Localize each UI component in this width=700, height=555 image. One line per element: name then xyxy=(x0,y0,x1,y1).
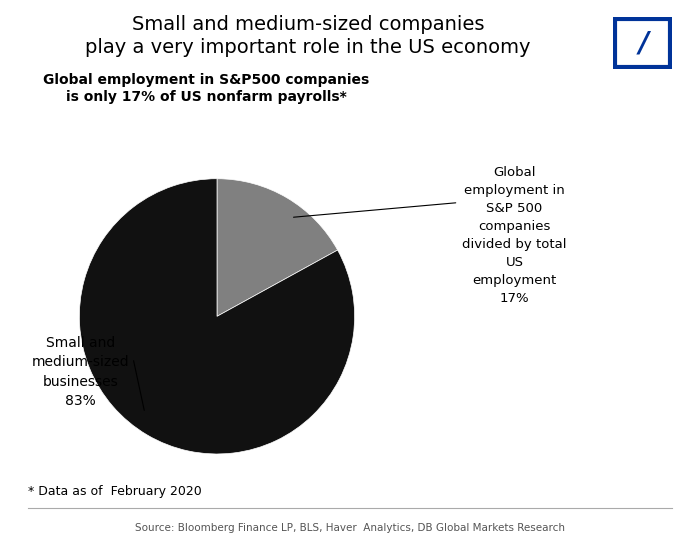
Wedge shape xyxy=(217,179,337,316)
Text: Global employment in S&P500 companies: Global employment in S&P500 companies xyxy=(43,73,370,88)
Text: Global
employment in
S&P 500
companies
divided by total
US
employment
17%: Global employment in S&P 500 companies d… xyxy=(462,166,567,305)
Text: Small and medium-sized companies: Small and medium-sized companies xyxy=(132,16,484,34)
Text: is only 17% of US nonfarm payrolls*: is only 17% of US nonfarm payrolls* xyxy=(66,90,347,104)
Text: * Data as of  February 2020: * Data as of February 2020 xyxy=(28,485,202,498)
FancyBboxPatch shape xyxy=(615,19,670,67)
Text: play a very important role in the US economy: play a very important role in the US eco… xyxy=(85,38,531,57)
Text: Small and
medium-sized
businesses
83%: Small and medium-sized businesses 83% xyxy=(32,336,130,408)
Text: Source: Bloomberg Finance LP, BLS, Haver  Analytics, DB Global Markets Research: Source: Bloomberg Finance LP, BLS, Haver… xyxy=(135,523,565,533)
Wedge shape xyxy=(79,179,355,454)
Text: /: / xyxy=(638,29,648,57)
